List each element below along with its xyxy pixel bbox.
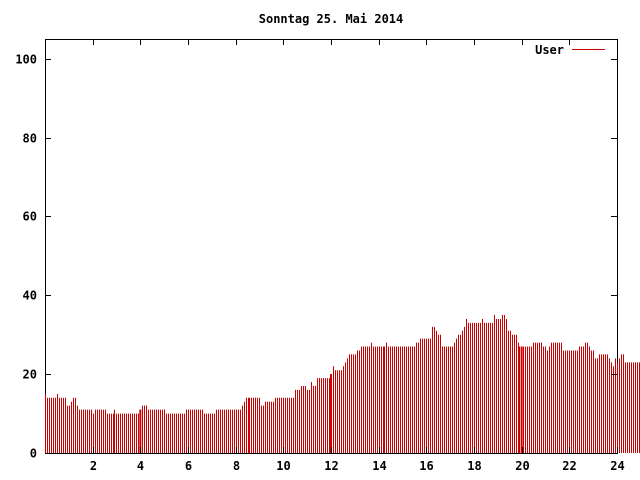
y-tick-label: 100	[15, 53, 37, 67]
x-tick-label: 14	[372, 459, 386, 473]
x-tick-label: 2	[90, 459, 97, 473]
y-tick-label: 60	[23, 210, 37, 224]
y-axis-ticks: 0 20 40 60 80 100	[15, 53, 617, 461]
y-tick-label: 80	[23, 132, 37, 146]
x-tick-label: 22	[562, 459, 576, 473]
y-tick-label: 20	[23, 368, 37, 382]
legend: User	[535, 43, 605, 57]
x-axis-ticks: 2 4 6 8 10 12 14 16 18 20 22 24	[90, 39, 625, 473]
x-tick-label: 6	[185, 459, 192, 473]
legend-label-user: User	[535, 43, 564, 57]
x-tick-label: 18	[467, 459, 481, 473]
y-tick-label: 0	[30, 447, 37, 461]
chart-title: Sonntag 25. Mai 2014	[259, 12, 404, 26]
x-tick-label: 10	[276, 459, 290, 473]
marker-lines	[139, 346, 523, 453]
x-tick-label: 12	[324, 459, 338, 473]
x-tick-label: 8	[233, 459, 240, 473]
x-tick-label: 24	[610, 459, 624, 473]
x-tick-label: 20	[515, 459, 529, 473]
x-tick-label: 16	[419, 459, 433, 473]
x-tick-label: 4	[137, 459, 144, 473]
y-tick-label: 40	[23, 289, 37, 303]
bar-series	[45, 315, 640, 453]
